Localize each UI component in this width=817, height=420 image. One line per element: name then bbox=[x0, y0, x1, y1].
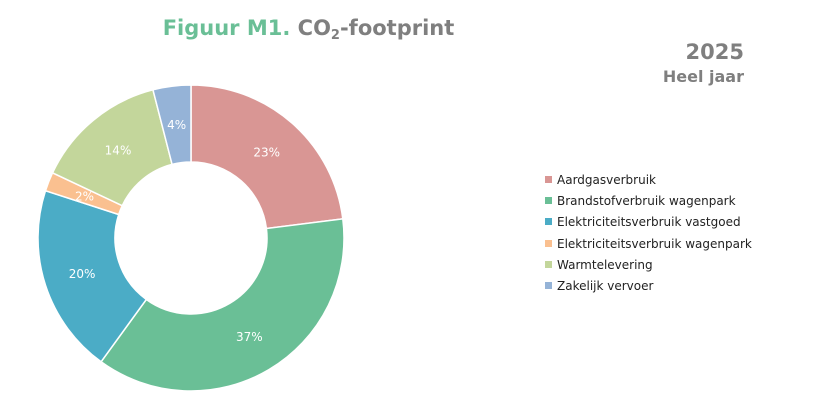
legend-label: Elektriciteitsverbruik wagenpark bbox=[557, 236, 752, 251]
slice-0 bbox=[190, 84, 344, 230]
legend-item: Brandstofverbruik wagenpark bbox=[545, 191, 752, 212]
slice-2 bbox=[37, 189, 148, 363]
legend-swatch bbox=[545, 197, 552, 205]
legend-item: Zakelijk vervoer bbox=[545, 276, 752, 297]
legend-item: Elektriciteitsverbruik vastgoed bbox=[545, 212, 752, 233]
legend-swatch bbox=[545, 218, 552, 226]
figure-label: Figuur M1. bbox=[162, 16, 291, 40]
chart-legend: Aardgasverbruik Brandstofverbruik wagenpa… bbox=[545, 170, 752, 297]
legend-item: Warmtelevering bbox=[545, 255, 752, 276]
slice-label-1: 37% bbox=[236, 330, 263, 344]
year-label: 2025 bbox=[685, 40, 744, 64]
slice-label-3: 2% bbox=[75, 189, 94, 203]
legend-swatch bbox=[545, 176, 552, 183]
legend-label: Warmtelevering bbox=[557, 257, 653, 272]
title-subscript: 2 bbox=[330, 28, 340, 43]
slice-label-0: 23% bbox=[253, 146, 280, 160]
slice-label-2: 20% bbox=[69, 267, 96, 281]
period-label: Heel jaar bbox=[662, 67, 744, 86]
slice-1 bbox=[100, 217, 345, 392]
slice-5 bbox=[152, 84, 192, 166]
chart-title: Figuur M1. CO2-footprint bbox=[0, 16, 617, 43]
title-suffix: -footprint bbox=[339, 16, 455, 40]
legend-swatch bbox=[545, 239, 552, 247]
legend-swatch bbox=[545, 260, 552, 268]
legend-label: Brandstofverbruik wagenpark bbox=[557, 194, 736, 209]
legend-label: Elektriciteitsverbruik vastgoed bbox=[557, 215, 741, 230]
legend-item: Aardgasverbruik bbox=[545, 170, 752, 191]
slice-label-4: 14% bbox=[105, 143, 132, 157]
legend-label: Aardgasverbruik bbox=[557, 173, 656, 187]
legend-label: Zakelijk vervoer bbox=[557, 278, 654, 293]
legend-item: Elektriciteitsverbruik wagenpark bbox=[545, 234, 752, 255]
title-prefix: CO bbox=[297, 16, 331, 40]
slice-label-5: 4% bbox=[167, 118, 186, 132]
legend-swatch bbox=[545, 281, 552, 289]
